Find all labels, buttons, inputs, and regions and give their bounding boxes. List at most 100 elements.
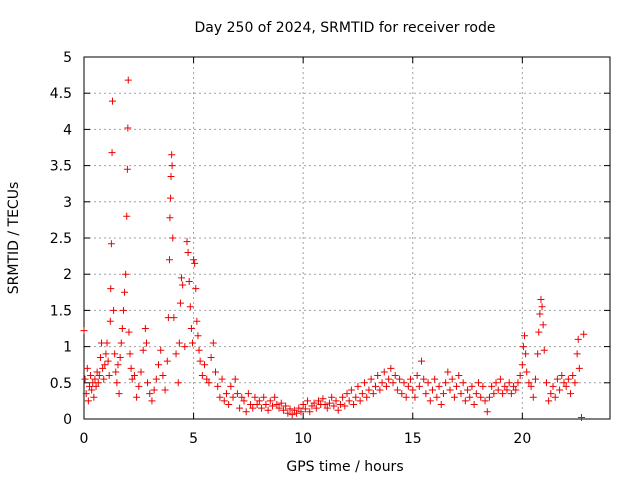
data-point — [479, 382, 487, 390]
data-point — [295, 404, 303, 412]
data-point — [361, 379, 369, 387]
data-point — [433, 393, 441, 401]
data-point — [85, 382, 93, 390]
y-tick-label: 4 — [63, 122, 72, 138]
data-point — [374, 372, 382, 380]
data-point — [222, 390, 230, 398]
data-point — [553, 375, 561, 383]
data-point — [483, 408, 491, 416]
data-point — [125, 328, 133, 336]
data-point — [466, 393, 474, 401]
data-point — [529, 393, 537, 401]
data-point — [545, 397, 553, 405]
data-point — [537, 296, 545, 304]
data-point — [102, 350, 110, 358]
data-point — [455, 372, 463, 380]
data-point — [525, 379, 533, 387]
data-point — [146, 390, 154, 398]
y-tick-label: 3.5 — [50, 159, 72, 175]
data-point — [166, 214, 174, 222]
data-point — [247, 401, 255, 409]
data-point — [562, 382, 570, 390]
data-point — [135, 382, 143, 390]
x-tick-label: 20 — [513, 431, 531, 447]
data-point — [155, 361, 163, 369]
data-point — [551, 393, 559, 401]
data-point — [365, 386, 373, 394]
data-point — [108, 149, 116, 157]
data-point — [80, 327, 88, 335]
data-point — [118, 325, 126, 332]
data-point — [203, 375, 211, 383]
y-tick-label: 1.5 — [50, 303, 72, 319]
data-point — [108, 97, 116, 105]
y-tick-label: 5 — [63, 50, 72, 66]
data-point — [207, 353, 215, 361]
data-point — [507, 390, 515, 398]
data-point — [352, 393, 360, 401]
data-point — [157, 346, 165, 354]
data-point — [301, 405, 309, 413]
data-point — [442, 379, 450, 387]
data-point — [87, 372, 95, 380]
data-point — [328, 393, 336, 401]
data-point — [191, 259, 199, 267]
data-point — [205, 379, 213, 387]
data-point — [536, 310, 544, 318]
data-point — [238, 393, 246, 401]
y-tick-label: 3 — [63, 195, 72, 211]
data-point — [253, 401, 261, 409]
data-point — [193, 317, 201, 325]
data-point — [275, 404, 283, 412]
data-point — [293, 409, 301, 417]
data-point — [534, 350, 542, 358]
data-point — [268, 402, 276, 410]
data-point — [339, 393, 347, 401]
data-point — [505, 379, 513, 387]
data-point — [81, 375, 89, 383]
data-point — [420, 375, 428, 383]
y-tick-label: 2 — [63, 267, 72, 283]
data-point — [174, 379, 182, 387]
data-point — [150, 386, 158, 394]
data-point — [470, 401, 478, 409]
data-point — [176, 299, 184, 307]
data-point — [175, 339, 183, 347]
data-point — [168, 162, 176, 170]
data-point — [297, 408, 305, 416]
data-point — [93, 368, 101, 376]
data-point — [167, 172, 175, 180]
data-point — [540, 346, 548, 354]
data-point — [539, 321, 547, 329]
data-point — [299, 401, 307, 409]
data-point — [330, 402, 338, 410]
data-point — [358, 390, 366, 398]
data-point — [231, 375, 239, 383]
data-point — [549, 382, 557, 390]
data-point — [178, 274, 186, 282]
data-point — [184, 248, 192, 256]
data-point — [190, 256, 198, 264]
plot-frame — [83, 56, 611, 420]
data-point — [105, 372, 113, 380]
data-point — [461, 397, 469, 405]
data-point — [107, 285, 115, 293]
data-point — [82, 390, 90, 398]
data-point — [95, 372, 103, 380]
data-point — [163, 357, 171, 365]
data-point — [402, 393, 410, 401]
data-point — [350, 401, 358, 409]
data-point — [369, 390, 377, 398]
data-point — [277, 399, 285, 407]
data-point — [181, 343, 189, 351]
data-point — [391, 372, 399, 380]
data-point — [142, 339, 150, 347]
chart-title: Day 250 of 2024, SRMTID for receiver rod… — [195, 20, 496, 36]
data-point — [172, 350, 180, 358]
data-point — [218, 375, 226, 383]
data-point — [468, 382, 476, 390]
data-point — [103, 339, 111, 347]
data-point — [398, 390, 406, 398]
data-point — [100, 375, 108, 383]
